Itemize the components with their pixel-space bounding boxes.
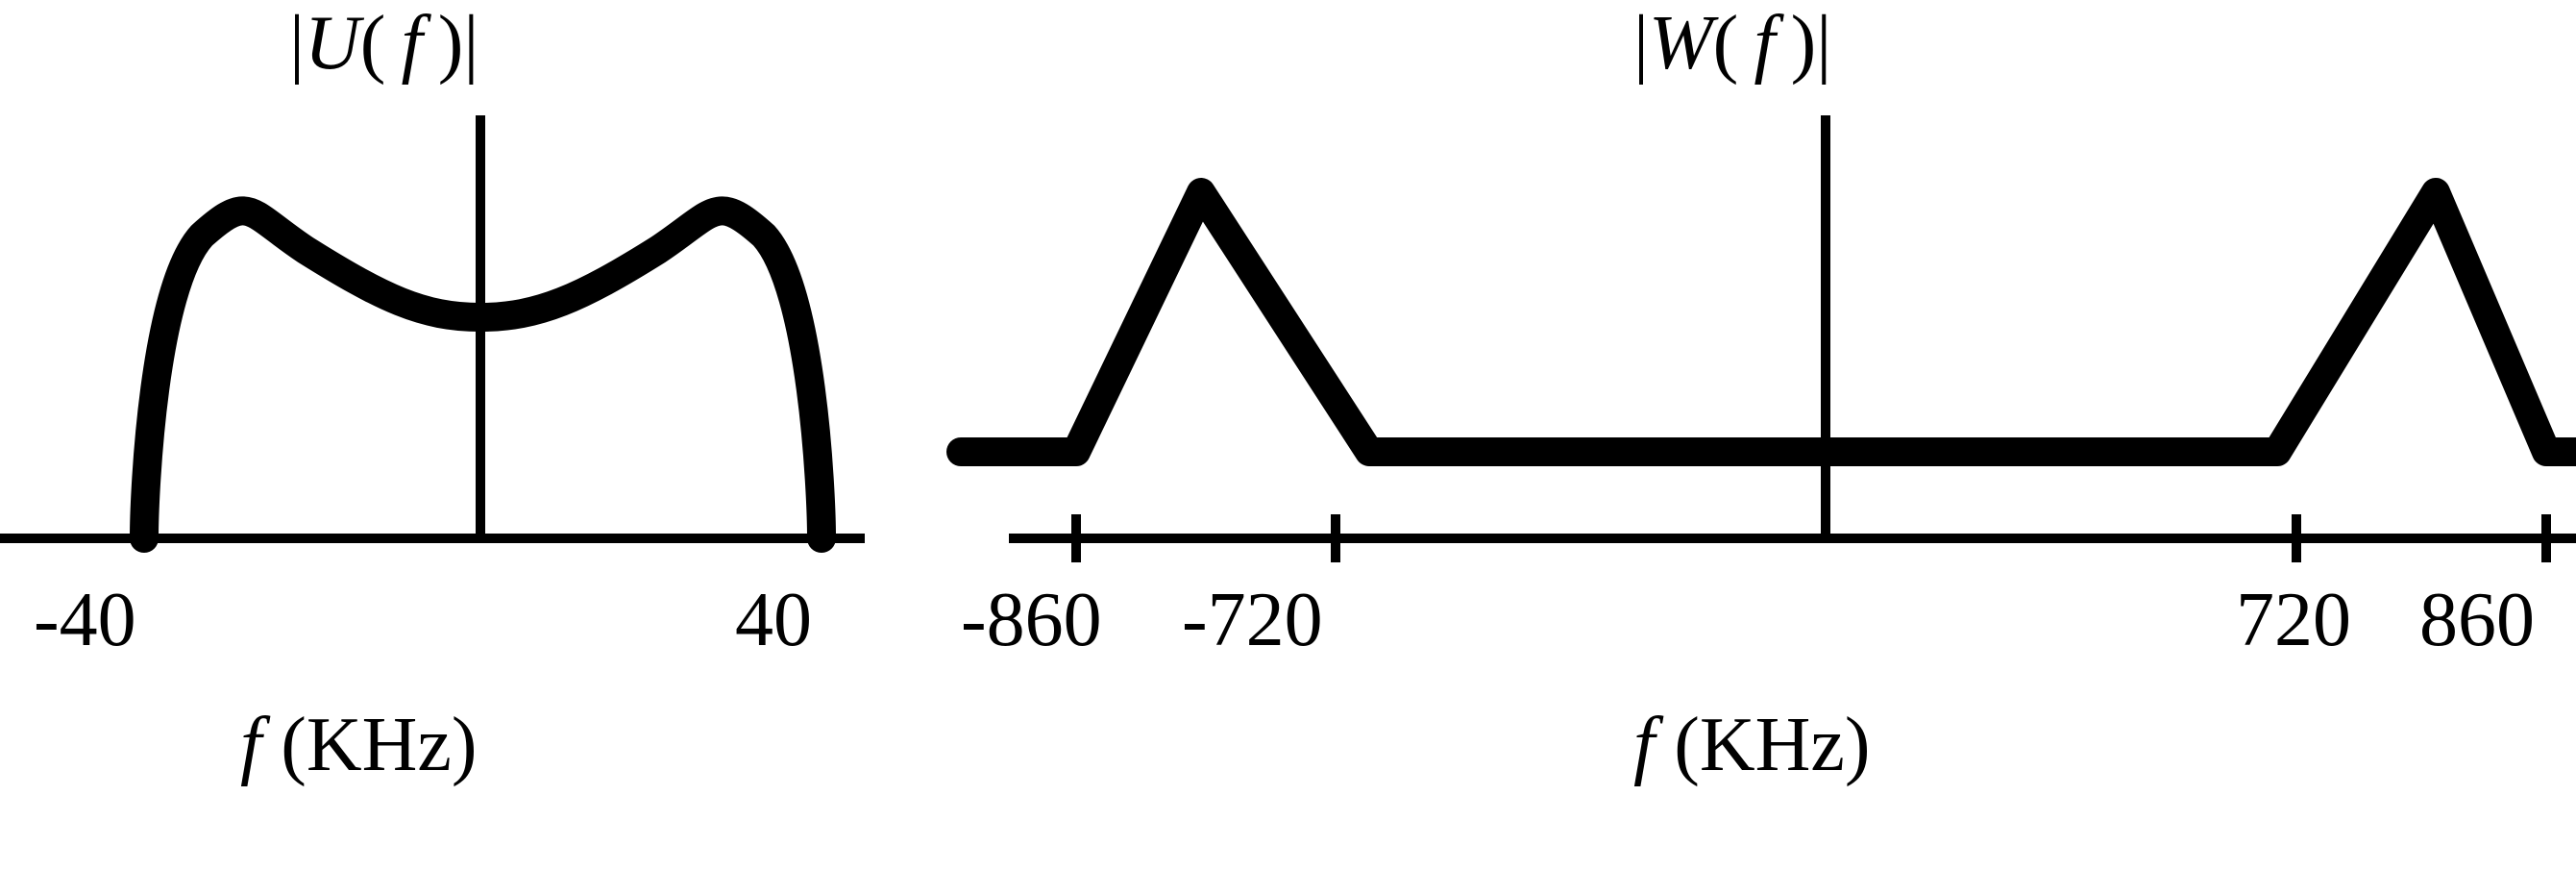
right-axis-label: f (KHz) xyxy=(1633,702,1871,789)
left-plot-svg xyxy=(0,0,865,673)
right-tick-neg720: -720 xyxy=(1182,577,1323,664)
right-plot-svg xyxy=(961,0,2576,673)
left-tick-neg: -40 xyxy=(34,577,136,664)
left-plot-title: |U( f )| xyxy=(289,0,478,87)
right-tick-neg860: -860 xyxy=(961,577,1102,664)
right-spectrum-plot xyxy=(961,0,2576,673)
right-plot-title: |W( f )| xyxy=(1633,0,1831,87)
left-tick-pos: 40 xyxy=(735,577,812,664)
left-axis-label: f (KHz) xyxy=(240,702,478,789)
right-tick-pos860: 860 xyxy=(2419,577,2535,664)
right-tick-pos720: 720 xyxy=(2236,577,2351,664)
left-spectrum-plot xyxy=(0,0,865,673)
